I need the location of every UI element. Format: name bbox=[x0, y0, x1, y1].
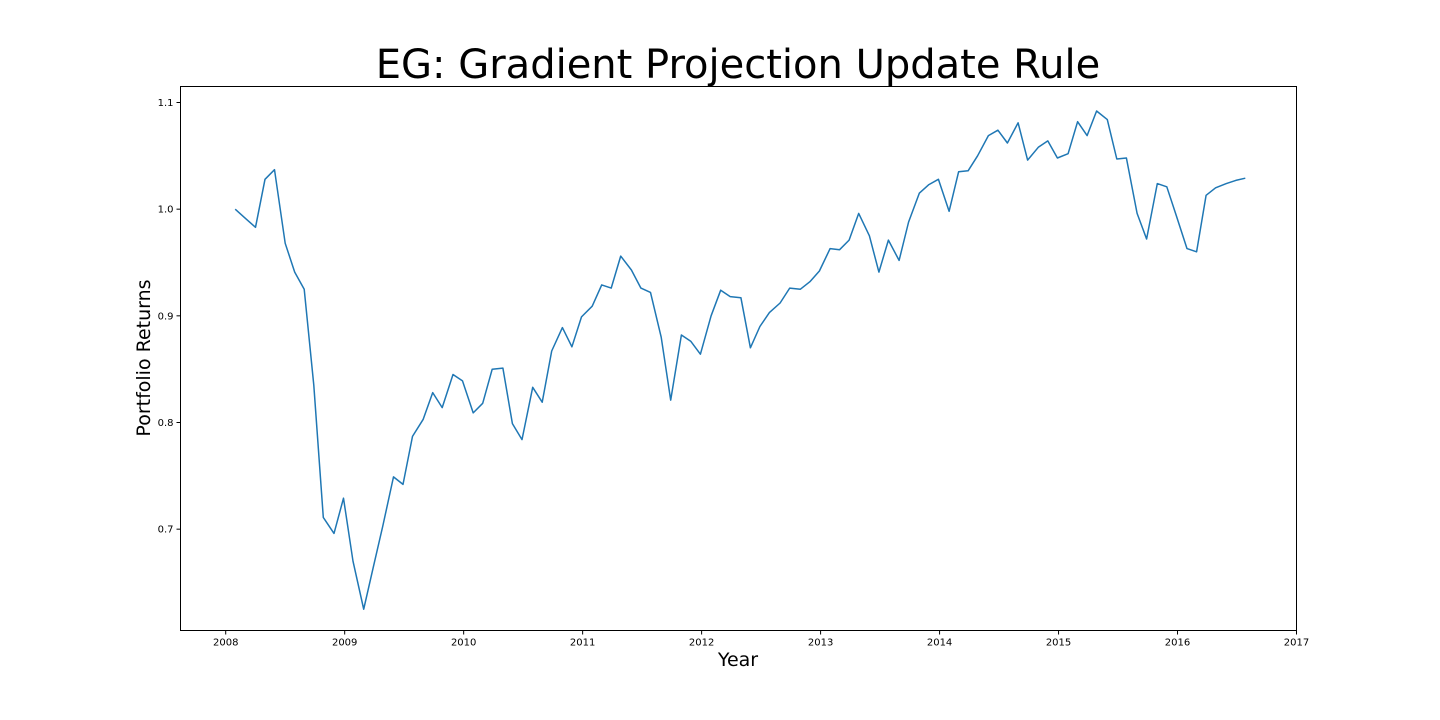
x-tick-label: 2016 bbox=[1165, 638, 1190, 649]
x-tick-label: 2017 bbox=[1284, 638, 1309, 649]
y-tick-label: 0.9 bbox=[158, 311, 174, 322]
x-tick-label: 2009 bbox=[332, 638, 357, 649]
plot-frame bbox=[180, 86, 1297, 631]
x-tick-label: 2010 bbox=[451, 638, 476, 649]
x-tick-label: 2012 bbox=[689, 638, 714, 649]
y-tick-label: 1.1 bbox=[158, 98, 174, 109]
y-tick-label: 0.7 bbox=[158, 525, 174, 536]
portfolio-returns-line bbox=[234, 110, 1246, 610]
x-tick-label: 2013 bbox=[808, 638, 833, 649]
x-tick-label: 2015 bbox=[1046, 638, 1071, 649]
y-axis-label: Portfolio Returns bbox=[133, 279, 155, 436]
x-tick-label: 2014 bbox=[927, 638, 952, 649]
y-tick-label: 1.0 bbox=[158, 205, 174, 216]
x-tick-label: 2011 bbox=[570, 638, 595, 649]
plot-area: 2008 2009 2010 2011 2012 2013 2014 2015 2016 2017… bbox=[158, 86, 1309, 649]
y-axis: 0.7 0.8 0.9 1.0 1.1 bbox=[158, 98, 181, 536]
x-tick-label: 2008 bbox=[213, 638, 238, 649]
chart-title: EG: Gradient Projection Update Rule bbox=[376, 42, 1100, 88]
x-axis-label: Year bbox=[717, 649, 758, 671]
y-tick-label: 0.8 bbox=[158, 418, 174, 429]
x-axis: 2008 2009 2010 2011 2012 2013 2014 2015 2016 2017 bbox=[213, 630, 1309, 649]
